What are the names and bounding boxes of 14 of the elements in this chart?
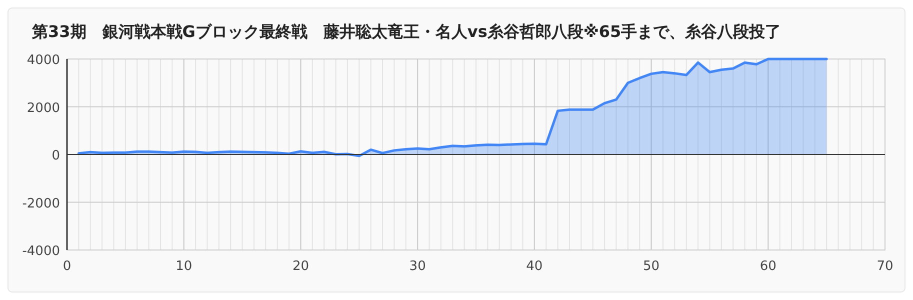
x-tick-label: 20 [292, 259, 309, 274]
y-tick-label: 0 [52, 148, 60, 164]
y-tick-label: -2000 [22, 196, 60, 212]
x-tick-label: 70 [876, 259, 894, 274]
x-tick-label: 0 [62, 259, 72, 274]
title: 第33期 銀河戦本戦Gブロック最終戦 藤井聡太竜王・名人vs糸谷哲郎八段※65手まで、糸谷八段投了 [32, 22, 782, 41]
y-tick-label: -4000 [22, 244, 60, 259]
y-tick-label: 4000 [26, 53, 60, 68]
x-tick-label: 40 [526, 259, 543, 274]
y-tick-label: 2000 [26, 100, 60, 116]
x-tick-label: 60 [760, 259, 776, 274]
x-tick-label: 30 [409, 259, 426, 274]
x-tick-label: 50 [643, 259, 660, 274]
x-tick-label: 10 [176, 259, 192, 274]
